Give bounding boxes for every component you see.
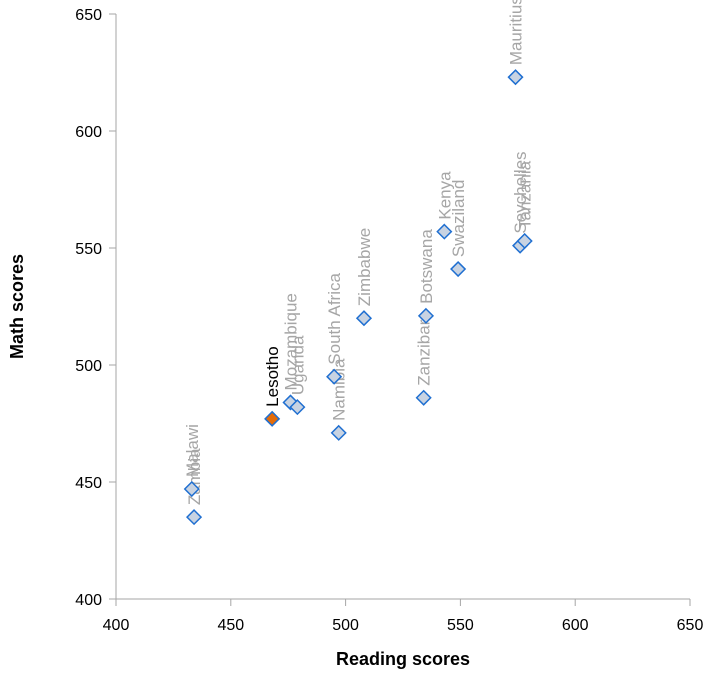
data-points — [183, 69, 533, 526]
point-label: South Africa — [325, 272, 344, 364]
data-point — [186, 509, 203, 526]
data-point — [264, 410, 281, 427]
data-point — [415, 389, 432, 406]
data-point — [289, 399, 306, 416]
point-label: Mauritius — [507, 0, 526, 65]
x-tick-label: 600 — [562, 617, 589, 634]
x-tick-label: 500 — [332, 617, 359, 634]
data-point — [326, 368, 343, 385]
x-axis-title: Reading scores — [336, 649, 470, 669]
x-tick-label: 450 — [217, 617, 244, 634]
point-label: Zambia — [185, 448, 204, 505]
y-tick-label: 500 — [75, 358, 102, 375]
y-axis-title: Math scores — [7, 254, 27, 359]
axes: 400 450 500 550 600 650 400 450 500 550 600 650 — [75, 7, 703, 634]
y-tick-label: 450 — [75, 475, 102, 492]
y-tick-label: 650 — [75, 7, 102, 24]
point-label: Zimbabwe — [355, 228, 374, 306]
point-label: Kenya — [435, 171, 454, 220]
data-point — [417, 307, 435, 324]
point-label: Mozambique — [281, 293, 300, 390]
x-tick-label: 650 — [677, 617, 704, 634]
point-label: Zanzibar — [415, 319, 434, 385]
point-label: Swaziland — [449, 180, 468, 258]
point-label: Malawi — [183, 424, 202, 477]
data-point — [355, 310, 373, 327]
data-point — [507, 69, 524, 86]
data-point — [330, 424, 347, 441]
data-point — [183, 480, 200, 498]
data-point — [516, 232, 533, 250]
x-tick-label: 550 — [447, 617, 474, 634]
y-tick-label: 400 — [75, 592, 102, 609]
point-label: Namibia — [330, 358, 349, 421]
y-tick-label: 550 — [75, 241, 102, 258]
x-tick-label: 400 — [103, 617, 130, 634]
point-label: Tanzania — [516, 160, 535, 229]
point-label: Uganda — [288, 335, 307, 395]
point-label: Lesotho — [263, 346, 282, 407]
point-label: Seychelles — [511, 151, 530, 233]
data-point — [450, 260, 467, 278]
data-point — [436, 223, 453, 240]
y-tick-label: 600 — [75, 124, 102, 141]
point-label: Botswana — [417, 229, 436, 304]
